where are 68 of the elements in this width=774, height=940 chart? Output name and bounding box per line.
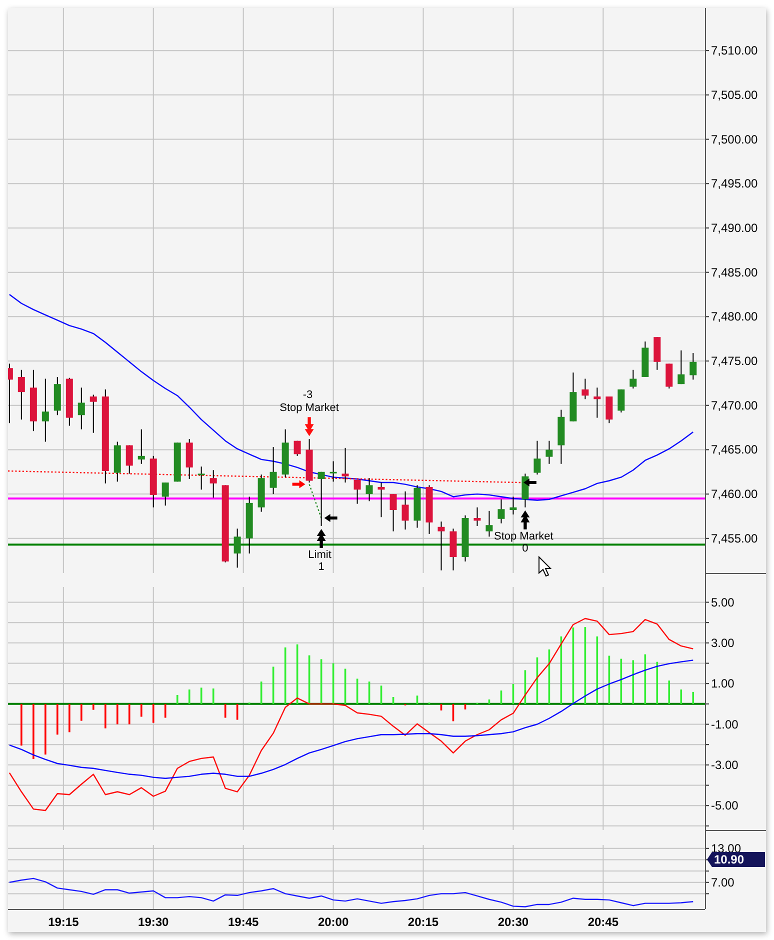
candlestick: [534, 440, 541, 476]
x-tick-label: 19:45: [228, 915, 259, 929]
candlestick: [594, 387, 601, 418]
y-tick-label: -3.00: [711, 758, 739, 772]
line-series: [8, 618, 694, 812]
x-tick-label: 19:30: [138, 915, 170, 929]
x-tick-label: 20:15: [408, 915, 439, 929]
candlestick: [390, 494, 397, 532]
candlestick: [42, 378, 49, 442]
candlestick: [210, 470, 217, 498]
y-tick-label: 7,460.00: [711, 487, 758, 502]
annotation: Stop Market 0: [494, 530, 554, 554]
candlestick: [498, 498, 505, 524]
y-tick-label: 7,480.00: [711, 310, 758, 324]
candlestick: [234, 528, 241, 568]
x-tick-label: 20:30: [498, 915, 529, 929]
y-tick-label: 7,510.00: [711, 44, 758, 58]
candlestick: [606, 396, 613, 424]
candlestick: [678, 350, 685, 385]
candlestick: [366, 478, 373, 502]
candlestick: [330, 460, 337, 482]
x-tick-label: 20:00: [318, 915, 349, 929]
y-tick-label: 7.00: [711, 875, 735, 890]
candlestick: [90, 394, 97, 434]
text: 10.90: [714, 852, 744, 866]
y-tick-label: 7,475.00: [711, 354, 758, 368]
candlestick: [270, 446, 277, 495]
candlestick: [690, 352, 697, 380]
y-tick-label: 7,490.00: [711, 220, 758, 235]
candlestick: [486, 510, 493, 538]
y-tick-label: 7,455.00: [711, 531, 758, 546]
candlestick: [582, 378, 589, 400]
candlestick: [126, 444, 133, 474]
y-tick-label: 7,505.00: [711, 88, 758, 102]
candlestick: [78, 387, 85, 430]
candlestick: [354, 479, 361, 504]
candlestick: [474, 506, 481, 526]
y-tick-label: 7,495.00: [711, 176, 758, 191]
candlestick: [402, 490, 409, 530]
line-series: [8, 878, 694, 908]
x-tick-label: 19:15: [48, 915, 80, 929]
y-tick-label: -1.00: [711, 717, 739, 732]
candlestick: [162, 482, 169, 506]
candlestick: [618, 388, 625, 413]
candlestick: [546, 440, 553, 464]
candlestick: [294, 440, 301, 456]
y-tick-label: 7,500.00: [711, 132, 758, 146]
candlestick: [630, 369, 637, 390]
candlestick: [342, 447, 349, 484]
annotation: Limit 1: [308, 548, 332, 573]
y-tick-label: 7,465.00: [711, 442, 758, 457]
candlestick: [198, 466, 205, 490]
line-series: [8, 294, 694, 501]
y-tick-label: 3.00: [711, 636, 735, 650]
candlestick: [438, 521, 445, 571]
candlestick: [18, 369, 25, 420]
line-series: [8, 660, 694, 779]
y-tick-label: 5.00: [711, 595, 735, 610]
y-tick-label: 7,470.00: [711, 398, 758, 412]
candlestick: [510, 496, 517, 515]
y-tick-label: 1.00: [711, 676, 735, 691]
candlestick: [666, 363, 673, 390]
x-tick-label: 20:45: [588, 915, 619, 929]
candlestick: [138, 428, 145, 464]
y-tick-label: -5.00: [711, 798, 739, 813]
y-tick-label: 7,485.00: [711, 265, 758, 280]
annotation: -3 Stop Market: [280, 389, 339, 414]
candlestick: [378, 482, 385, 518]
